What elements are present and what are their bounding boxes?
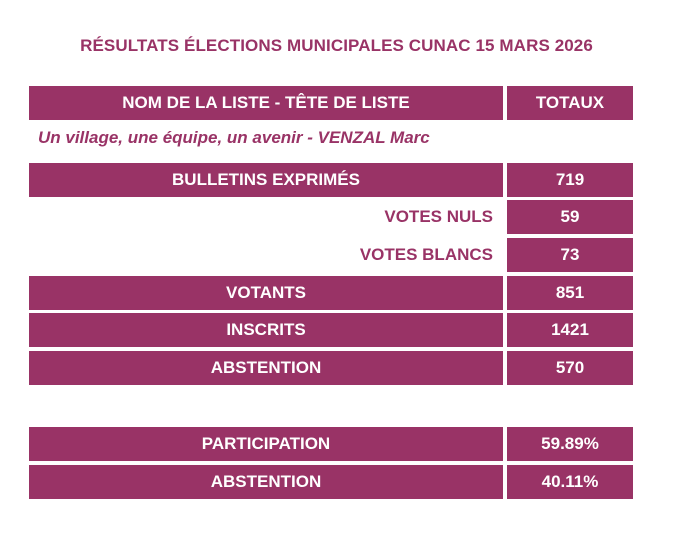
page-title: RÉSULTATS ÉLECTIONS MUNICIPALES CUNAC 15…: [80, 36, 593, 55]
row-nuls-label: VOTES NULS: [384, 207, 493, 226]
row-inscrits-value: 1421: [507, 313, 633, 347]
row-nuls-value: 59: [507, 200, 633, 234]
row-votants-label: VOTANTS: [29, 276, 503, 310]
list-name: Un village, une équipe, un avenir - VENZ…: [38, 128, 430, 147]
row-blancs-label: VOTES BLANCS: [359, 245, 493, 264]
row-votants-value: 851: [507, 276, 633, 310]
summary-participation-value: 59.89%: [507, 427, 633, 461]
summary-abstention-label: ABSTENTION: [29, 465, 503, 499]
row-blancs-value: 73: [507, 238, 633, 272]
row-abstention-value: 570: [507, 351, 633, 385]
summary-participation-label: PARTICIPATION: [29, 427, 503, 461]
row-abstention-label: ABSTENTION: [29, 351, 503, 385]
row-exprimes-label: BULLETINS EXPRIMÉS: [29, 163, 503, 197]
summary-abstention-value: 40.11%: [507, 465, 633, 499]
header-name-column: NOM DE LA LISTE - TÊTE DE LISTE: [29, 86, 503, 120]
row-inscrits-label: INSCRITS: [29, 313, 503, 347]
header-total-column: TOTAUX: [507, 86, 633, 120]
row-exprimes-value: 719: [507, 163, 633, 197]
